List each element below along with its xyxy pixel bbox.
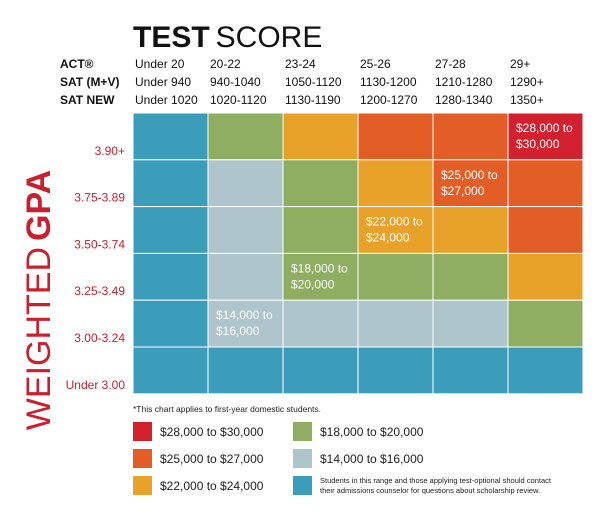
cell: [132, 159, 209, 208]
header-value: 25-26: [360, 57, 391, 71]
cell-label: $28,000 to: [516, 121, 573, 135]
legend-text: $25,000 to $27,000: [160, 452, 264, 466]
legend-swatch: [133, 422, 152, 441]
cell-label: $30,000: [516, 137, 560, 151]
cell: [132, 252, 209, 301]
axis-title-bold: GPA: [20, 170, 58, 241]
cell-label: $16,000: [216, 324, 260, 338]
cell: [357, 346, 434, 395]
cell-label: $24,000: [366, 231, 410, 245]
legend-swatch: [293, 449, 312, 468]
cell: [507, 159, 584, 208]
legend-swatch: [133, 449, 152, 468]
header-value: Under 940: [135, 75, 191, 89]
cell: [282, 159, 359, 208]
cell-label: $27,000: [441, 184, 485, 198]
row-label: 3.00-3.24: [74, 331, 125, 345]
cell-label: $22,000 to: [366, 215, 423, 229]
cell: [357, 112, 434, 161]
cell: [132, 346, 209, 395]
cell: [507, 112, 584, 161]
cell-label: $14,000 to: [216, 308, 273, 322]
axis-title-light: WEIGHTED: [20, 247, 58, 430]
header-value: 1020-1120: [210, 93, 267, 107]
header-label: SAT (M+V): [60, 75, 119, 89]
cell: [507, 299, 584, 348]
legend-text: their admissions counselor for questions…: [320, 486, 540, 495]
footnote: *This chart applies to first-year domest…: [133, 404, 321, 414]
cell: [357, 252, 434, 301]
cell: [282, 112, 359, 161]
cell: [432, 206, 509, 254]
header-value: Under 20: [135, 57, 185, 71]
row-label: 3.25-3.49: [74, 284, 125, 298]
cell: [207, 112, 284, 161]
cell: [357, 299, 434, 348]
cell: [282, 299, 359, 348]
cell: [207, 252, 284, 301]
cell-label: $25,000 to: [441, 168, 498, 182]
cell-label: $18,000 to: [291, 261, 348, 275]
cell: [432, 299, 509, 348]
header-value: 1290+: [510, 75, 544, 89]
legend-swatch: [133, 476, 152, 495]
cell: [282, 206, 359, 254]
legend-text: $18,000 to $20,000: [320, 425, 424, 439]
header-value: 1200-1270: [360, 93, 418, 107]
cell: [432, 346, 509, 395]
row-label: 3.90+: [95, 144, 125, 158]
header-value: 27-28: [435, 57, 466, 71]
title-bold: TEST: [133, 21, 210, 54]
legend-swatch: [293, 476, 312, 495]
axis-title: WEIGHTED GPA: [20, 170, 58, 430]
cell: [357, 159, 434, 208]
cell: [132, 299, 209, 348]
title: TEST SCORE: [133, 21, 322, 54]
row-label: 3.50-3.74: [74, 237, 125, 251]
title-rest: SCORE: [216, 21, 323, 54]
cell-label: $20,000: [291, 277, 335, 291]
cell: [507, 206, 584, 254]
cell: [507, 252, 584, 301]
header-value: 23-24: [285, 57, 316, 71]
row-label: Under 3.00: [66, 378, 126, 392]
legend-text: $28,000 to $30,000: [160, 425, 264, 439]
header-value: 1130-1190: [285, 93, 341, 107]
header-value: 29+: [510, 57, 530, 71]
header-value: 1350+: [510, 93, 544, 107]
cell: [207, 159, 284, 208]
header-label: SAT NEW: [60, 93, 115, 107]
cell: [432, 159, 509, 208]
legend-text: $14,000 to $16,000: [320, 452, 424, 466]
header-value: 940-1040: [210, 75, 261, 89]
cell: [357, 206, 434, 254]
row-label: 3.75-3.89: [74, 191, 125, 205]
header-value: 1050-1120: [285, 75, 342, 89]
header-value: 20-22: [210, 57, 241, 71]
cell: [207, 346, 284, 395]
cell: [432, 252, 509, 301]
cell: [207, 206, 284, 254]
header-value: Under 1020: [135, 93, 198, 107]
header-value: 1210-1280: [435, 75, 493, 89]
header-value: 1130-1200: [360, 75, 417, 89]
legend-text: $22,000 to $24,000: [160, 479, 264, 493]
header-label: ACT®: [60, 57, 94, 71]
cell: [132, 206, 209, 254]
legend-swatch: [293, 422, 312, 441]
header-value: 1280-1340: [435, 93, 493, 107]
cell: [432, 112, 509, 161]
cell: [507, 346, 584, 395]
legend-text: Students in this range and those applyin…: [320, 476, 552, 485]
cell: [132, 112, 209, 161]
cell: [282, 346, 359, 395]
